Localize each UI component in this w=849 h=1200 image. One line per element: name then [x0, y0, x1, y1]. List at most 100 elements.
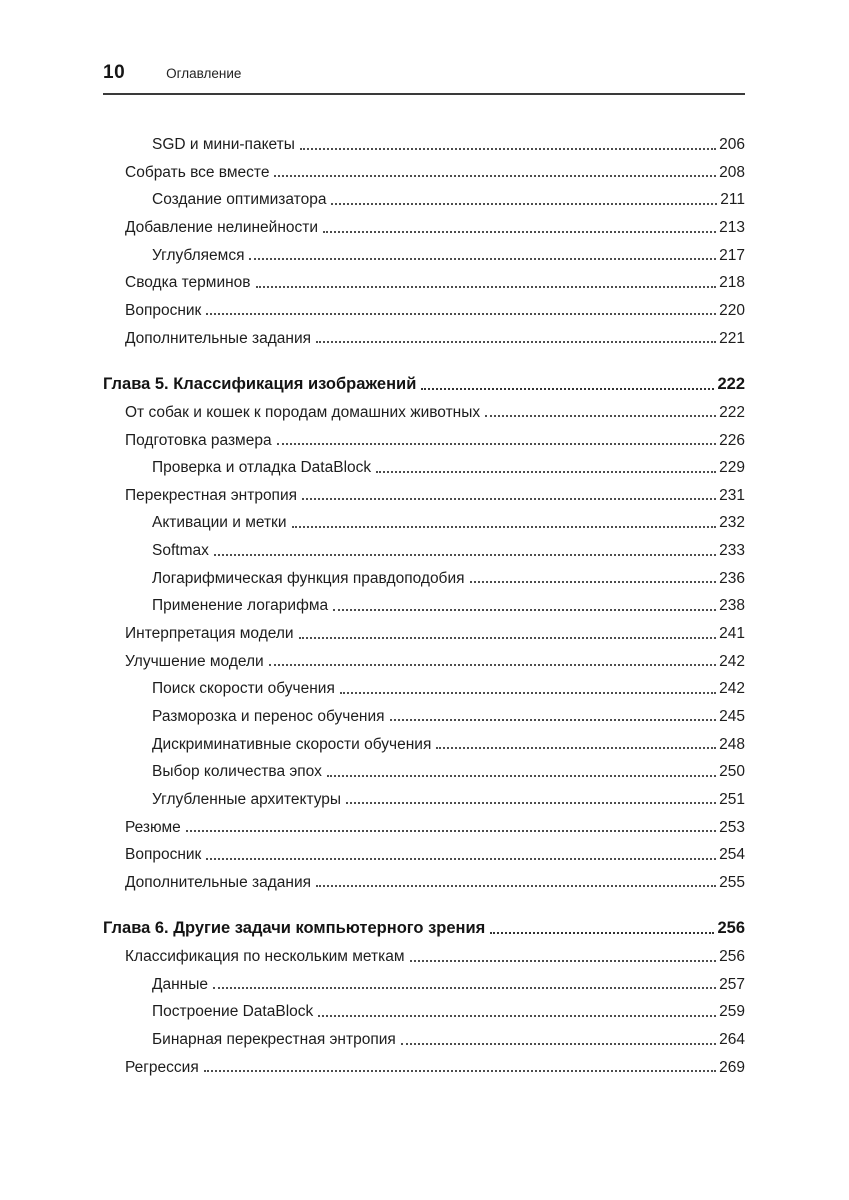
table-of-contents: SGD и мини-пакеты 206 Собрать все вместе…: [103, 129, 745, 1079]
toc-entry: Построение DataBlock 259: [103, 996, 745, 1024]
dot-leader: [298, 636, 717, 639]
toc-entry: Сводка терминов 218: [103, 267, 745, 295]
toc-entry: Бинарная перекрестная энтропия 264: [103, 1024, 745, 1052]
toc-entry-page: 208: [719, 163, 745, 181]
toc-entry-label: Глава 5. Классификация изображений: [103, 375, 417, 394]
toc-entry: От собак и кошек к породам домашних живо…: [103, 397, 745, 425]
dot-leader: [333, 608, 717, 611]
dot-leader: [203, 1070, 717, 1073]
toc-entry-label: Сводка терминов: [125, 274, 251, 292]
toc-entry-page: 213: [719, 219, 745, 237]
toc-entry: Улучшение модели 242: [103, 646, 745, 674]
toc-entry: Резюме 253: [103, 811, 745, 839]
dot-leader: [318, 1014, 717, 1017]
toc-entry-page: 241: [719, 625, 745, 643]
toc-entry: Дискриминативные скорости обучения 248: [103, 728, 745, 756]
toc-entry-page: 245: [719, 707, 745, 725]
dot-leader: [376, 470, 717, 473]
toc-entry-label: Добавление нелинейности: [125, 219, 319, 237]
dot-leader: [249, 258, 717, 261]
toc-entry-page: 221: [719, 329, 745, 347]
toc-entry: Интерпретация модели 241: [103, 618, 745, 646]
dot-leader: [389, 719, 717, 722]
dot-leader: [436, 747, 717, 750]
toc-entry: Softmax 233: [103, 535, 745, 563]
toc-entry: Создание оптимизатора 211: [103, 184, 745, 212]
toc-entry-page: 242: [719, 652, 745, 670]
toc-entry-label: Данные: [152, 975, 208, 993]
toc-entry: Логарифмическая функция правдоподобия 23…: [103, 563, 745, 591]
toc-entry: Углубленные архитектуры 251: [103, 784, 745, 812]
toc-entry-label: Создание оптимизатора: [152, 191, 327, 209]
toc-entry-label: Дополнительные задания: [125, 873, 312, 891]
toc-entry: Вопросник 254: [103, 839, 745, 867]
toc-entry: Применение логарифма 238: [103, 590, 745, 618]
toc-entry-label: Вопросник: [125, 846, 202, 864]
toc-entry-page: 248: [719, 735, 745, 753]
dot-leader: [213, 553, 717, 556]
toc-entry: Добавление нелинейности 213: [103, 212, 745, 240]
toc-entry: Собрать все вместе 208: [103, 157, 745, 185]
dot-leader: [326, 774, 717, 777]
toc-entry-page: 218: [719, 274, 745, 292]
dot-leader: [276, 443, 717, 446]
dot-leader: [185, 830, 717, 833]
toc-entry: SGD и мини-пакеты 206: [103, 129, 745, 157]
toc-entry-label: Резюме: [125, 818, 181, 836]
toc-entry-label: Дополнительные задания: [125, 329, 312, 347]
toc-entry: Дополнительные задания 221: [103, 322, 745, 350]
toc-entry-label: Глава 6. Другие задачи компьютерного зре…: [103, 919, 486, 938]
toc-entry-page: 259: [719, 1003, 745, 1021]
dot-leader: [485, 415, 717, 418]
toc-entry-label: Собрать все вместе: [125, 163, 270, 181]
toc-entry: Перекрестная энтропия 231: [103, 480, 745, 508]
toc-entry-label: Активации и метки: [152, 514, 287, 532]
dot-leader: [302, 498, 717, 501]
toc-entry: Дополнительные задания 255: [103, 867, 745, 895]
running-header-title: Оглавление: [166, 66, 242, 81]
toc-entry-page: 269: [719, 1058, 745, 1076]
dot-leader: [409, 959, 717, 962]
toc-entry: Вопросник 220: [103, 295, 745, 323]
toc-entry: Глава 6. Другие задачи компьютерного зре…: [103, 913, 745, 941]
toc-entry-page: 238: [719, 597, 745, 615]
toc-entry-page: 255: [719, 873, 745, 891]
toc-entry-label: Подготовка размера: [125, 431, 272, 449]
toc-entry-page: 256: [719, 948, 745, 966]
dot-leader: [316, 885, 717, 888]
dot-leader: [323, 230, 717, 233]
toc-entry-label: Вопросник: [125, 301, 202, 319]
dot-leader: [274, 175, 717, 178]
toc-entry-label: Выбор количества эпох: [152, 763, 322, 781]
dot-leader: [339, 691, 717, 694]
toc-entry-label: Логарифмическая функция правдоподобия: [152, 569, 465, 587]
dot-leader: [291, 525, 717, 528]
toc-entry-label: Применение логарифма: [152, 597, 329, 615]
toc-entry: Разморозка и перенос обучения 245: [103, 701, 745, 729]
toc-entry-page: 217: [719, 246, 745, 264]
toc-entry-page: 256: [717, 919, 745, 938]
toc-entry: Регрессия 269: [103, 1052, 745, 1080]
toc-entry-page: 253: [719, 818, 745, 836]
toc-entry-page: 264: [719, 1031, 745, 1048]
toc-entry-label: Бинарная перекрестная энтропия: [152, 1031, 396, 1048]
toc-entry: Данные 257: [103, 969, 745, 997]
toc-entry-page: 232: [719, 514, 745, 532]
dot-leader: [268, 664, 717, 667]
toc-entry-page: 231: [719, 486, 745, 504]
dot-leader: [316, 341, 717, 344]
toc-entry-page: 222: [719, 403, 745, 421]
toc-entry-label: Softmax: [152, 542, 209, 560]
dot-leader: [213, 987, 717, 990]
toc-entry-page: 236: [719, 569, 745, 587]
dot-leader: [421, 387, 715, 390]
toc-entry-page: 211: [720, 191, 745, 209]
toc-entry: Глава 5. Классификация изображений 222: [103, 369, 745, 397]
toc-entry: Поиск скорости обучения 242: [103, 673, 745, 701]
dot-leader: [400, 1042, 717, 1045]
dot-leader: [331, 202, 718, 205]
toc-entry-label: Поиск скорости обучения: [152, 680, 335, 698]
toc-entry-label: Разморозка и перенос обучения: [152, 707, 385, 725]
toc-entry-label: От собак и кошек к породам домашних живо…: [125, 403, 481, 421]
